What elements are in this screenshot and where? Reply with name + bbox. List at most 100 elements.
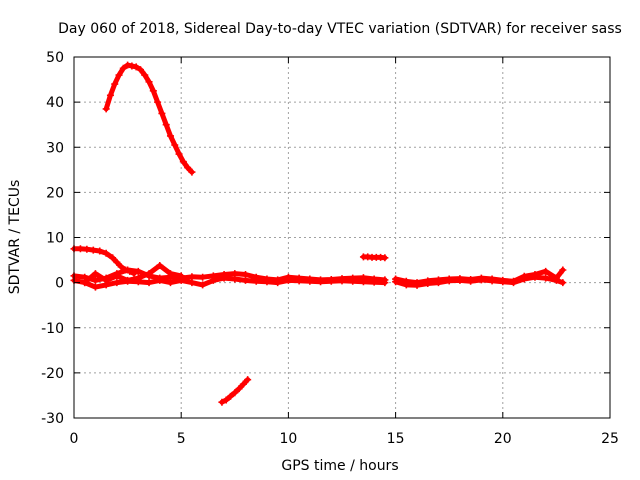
data-point — [209, 276, 217, 284]
data-point — [171, 141, 179, 149]
data-point — [166, 270, 174, 278]
data-point — [392, 275, 400, 283]
data-point — [145, 279, 153, 287]
data-point — [218, 398, 226, 406]
data-point — [244, 376, 252, 384]
data-point — [96, 247, 104, 255]
x-tick-label: 10 — [279, 431, 297, 447]
data-point — [220, 274, 228, 282]
data-point — [156, 276, 164, 284]
data-point — [106, 91, 114, 99]
data-point — [134, 274, 142, 282]
data-point — [109, 254, 117, 262]
data-point — [552, 274, 560, 282]
series-line — [82, 263, 184, 286]
data-point — [124, 266, 132, 274]
data-point — [306, 277, 314, 285]
y-tick-label: 0 — [55, 276, 64, 292]
data-point — [381, 254, 389, 262]
series-band-c — [81, 261, 185, 287]
data-point — [149, 87, 157, 95]
data-point — [295, 277, 303, 285]
data-point — [158, 109, 166, 117]
y-tick-label: 30 — [46, 140, 64, 156]
data-point — [113, 272, 121, 280]
y-tick-label: 40 — [46, 95, 64, 111]
data-point — [124, 61, 132, 69]
data-point — [445, 275, 453, 283]
data-point — [199, 281, 207, 289]
data-point — [124, 276, 132, 284]
data-point — [132, 63, 140, 71]
y-tick-label: 20 — [46, 185, 64, 201]
data-point — [175, 150, 183, 158]
data-point — [188, 279, 196, 287]
grid-lines — [74, 57, 610, 418]
data-point — [242, 271, 250, 279]
data-point — [91, 270, 99, 278]
data-point — [113, 279, 121, 287]
y-tick-label: 50 — [46, 50, 64, 66]
data-point — [179, 158, 187, 166]
data-point — [559, 279, 567, 287]
data-point — [119, 64, 127, 72]
data-point — [91, 283, 99, 291]
data-point — [166, 279, 174, 287]
data-point — [113, 258, 121, 266]
data-point — [166, 132, 174, 140]
data-point — [117, 263, 125, 271]
data-point — [231, 275, 239, 283]
data-point — [83, 245, 91, 253]
series-arc-high — [102, 61, 196, 176]
y-axis-label: SDTVAR / TECUs — [7, 180, 23, 295]
x-tick-label: 5 — [177, 431, 186, 447]
data-point — [145, 270, 153, 278]
data-point — [136, 66, 144, 74]
data-point — [424, 277, 432, 285]
data-point — [263, 278, 271, 286]
data-point — [239, 380, 247, 388]
x-tick-label: 0 — [70, 431, 79, 447]
y-tick-label: -30 — [41, 411, 64, 427]
data-point — [128, 62, 136, 70]
data-point — [499, 276, 507, 284]
data-point — [102, 276, 110, 284]
data-point — [370, 278, 378, 286]
axis-ticks: 0 5 10 15 20 25 -30 -20 -10 0 10 20 30 40 50 — [41, 50, 619, 447]
data-point — [413, 279, 421, 287]
data-point — [102, 249, 110, 257]
data-marks — [70, 61, 567, 406]
data-point — [188, 168, 196, 176]
series-arc-mid — [359, 253, 389, 262]
data-point — [222, 396, 230, 404]
data-point — [456, 275, 464, 283]
data-point — [154, 98, 162, 106]
data-point — [359, 278, 367, 286]
x-tick-label: 20 — [494, 431, 512, 447]
data-point — [231, 389, 239, 397]
data-point — [284, 276, 292, 284]
data-point — [467, 275, 475, 283]
data-point — [477, 274, 485, 282]
data-point — [156, 261, 164, 269]
data-point — [274, 279, 282, 287]
series-arc-low — [218, 376, 252, 406]
data-point — [81, 279, 89, 287]
data-point — [242, 276, 250, 284]
data-point — [188, 273, 196, 281]
data-point — [488, 275, 496, 283]
data-point — [177, 272, 185, 280]
data-point — [134, 267, 142, 275]
data-point — [542, 267, 550, 275]
data-point — [89, 246, 97, 254]
series-band-e — [392, 266, 567, 287]
x-tick-label: 15 — [387, 431, 405, 447]
data-point — [102, 105, 110, 113]
y-tick-label: -20 — [41, 366, 64, 382]
data-point — [145, 78, 153, 86]
data-point — [531, 271, 539, 279]
y-tick-label: -10 — [41, 321, 64, 337]
data-point — [199, 273, 207, 281]
data-point — [115, 71, 123, 79]
